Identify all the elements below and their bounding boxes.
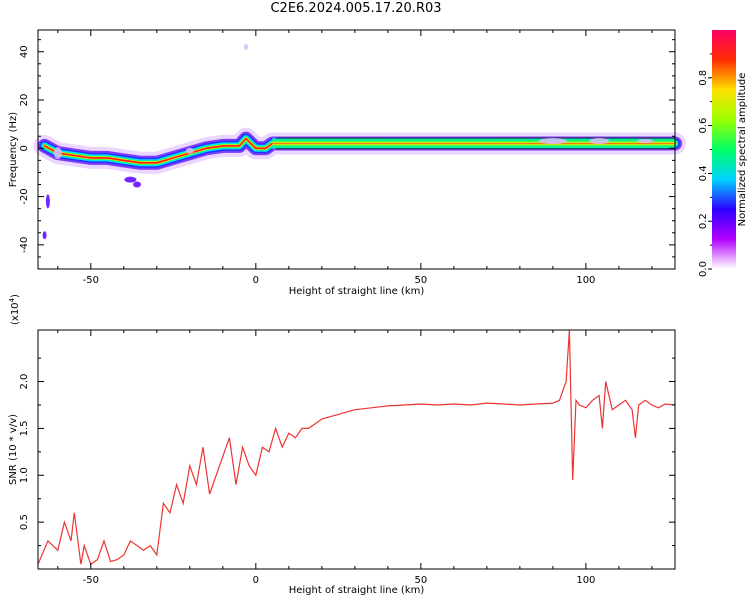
spectrogram-stable-band: [272, 138, 675, 149]
spectrogram-speckle: [243, 43, 248, 50]
bottom-plot-frame: [37, 329, 676, 570]
bottom-x-tick-label: 50: [414, 575, 427, 586]
top-x-tick-label: 50: [414, 275, 427, 286]
top-plot-frame: [37, 29, 676, 270]
spectrogram-speckle: [42, 231, 47, 240]
bottom-y-tick-label: 1.5: [19, 420, 30, 436]
bottom-y-axis-label: SNR (10 * v/v): [8, 414, 19, 485]
top-x-axis-label: Height of straight line (km): [289, 286, 425, 297]
colorbar-tick-label: 0.6: [698, 118, 709, 134]
top-y-tick-label: 40: [19, 45, 30, 58]
bottom-y-tick-label: 0.5: [19, 514, 30, 530]
bottom-y-tick-label: 2.0: [19, 374, 30, 390]
colorbar-tick-label: 0.8: [698, 70, 709, 86]
y-multiplier-close: ): [10, 294, 21, 298]
spectrogram-speckle: [124, 176, 137, 183]
snr-series-line: [38, 330, 675, 566]
top-y-tick-label: 20: [19, 94, 30, 107]
spectrogram-speckle: [538, 138, 567, 145]
y-multiplier-label: (x104): [8, 294, 21, 325]
top-x-tick-label: -50: [83, 275, 99, 286]
bottom-x-tick-label: 100: [576, 575, 595, 586]
top-y-tick-label: -40: [19, 237, 30, 253]
bottom-x-tick-label: 0: [253, 575, 259, 586]
spectrogram-speckle: [133, 181, 142, 188]
top-y-axis-label: Frequency (Hz): [8, 112, 19, 188]
y-multiplier-base: (x10: [10, 302, 21, 325]
top-x-tick-label: 100: [576, 275, 595, 286]
y-multiplier-exponent: 4: [8, 297, 16, 302]
snr-plot-background: [38, 330, 675, 569]
top-y-tick-label: -20: [19, 188, 30, 204]
figure-title: C2E6.2024.005.17.20.R03: [270, 1, 442, 16]
spectrogram-speckle: [637, 139, 654, 144]
top-y-tick-label: 0: [19, 145, 30, 151]
spectrogram-speckle: [53, 147, 62, 160]
top-x-tick-label: 0: [253, 275, 259, 286]
colorbar-label: Normalized spectral amplitude: [737, 73, 748, 227]
spectrogram-speckle: [45, 194, 50, 209]
bottom-y-tick-label: 1.0: [19, 467, 30, 483]
colorbar-tick-label: 0.4: [698, 165, 709, 181]
colorbar-tick-label: 0.0: [698, 261, 709, 277]
spectrogram-speckle: [589, 138, 610, 145]
spectrogram-speckle: [185, 147, 194, 154]
bottom-x-tick-label: -50: [83, 575, 99, 586]
bottom-x-axis-label: Height of straight line (km): [289, 585, 425, 596]
colorbar-tick-label: 0.2: [698, 213, 709, 229]
colorbar: [712, 30, 736, 269]
